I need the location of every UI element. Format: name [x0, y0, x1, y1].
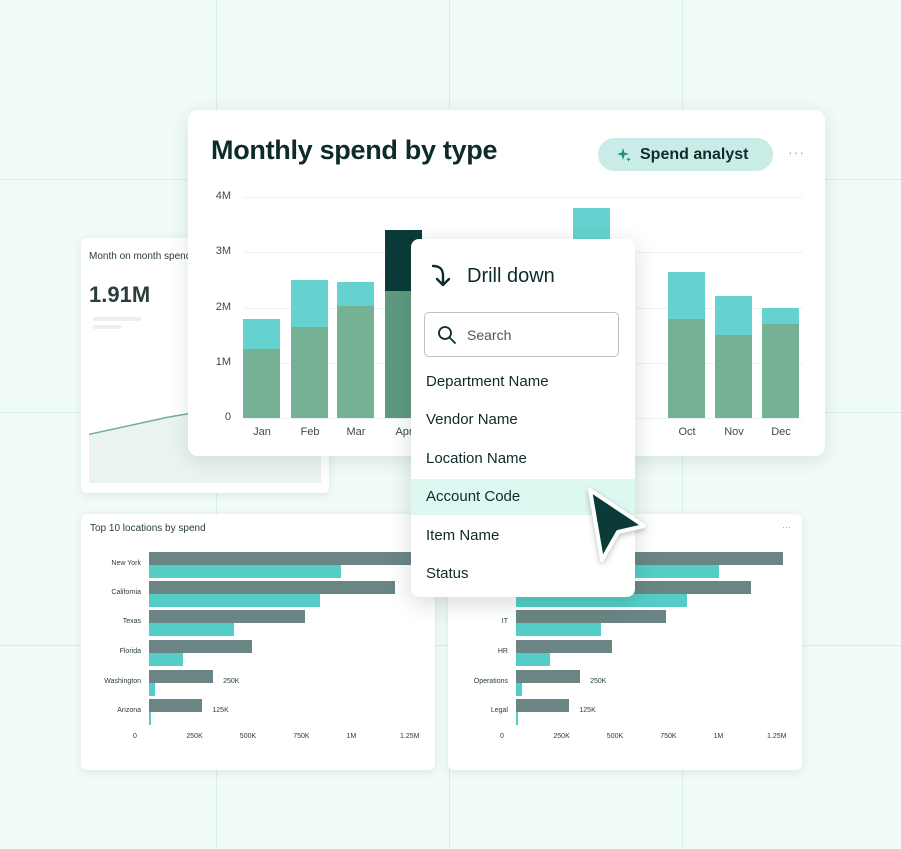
y-tick-label: 3M — [215, 245, 231, 258]
page-title: Monthly spend by type — [211, 135, 498, 165]
bar-series-2 — [516, 683, 523, 696]
bar-series-2 — [149, 565, 342, 578]
bar-series-1 — [149, 699, 203, 712]
x-tick-label: Oct — [678, 426, 696, 438]
x-tick-label: 0 — [133, 733, 137, 740]
bar-series-1 — [149, 581, 395, 594]
search-field[interactable] — [424, 312, 619, 357]
drill-down-title: Drill down — [467, 264, 555, 287]
x-tick-label: 500K — [239, 733, 257, 740]
skeleton-line — [93, 317, 141, 321]
x-tick-label: 1M — [346, 733, 357, 740]
category-label: HR — [497, 648, 508, 655]
mom-metric: 1.91M — [89, 282, 151, 307]
mom-card-title: Month on month spend — [89, 251, 192, 262]
bar-segment — [715, 335, 752, 418]
bar-series-2 — [149, 683, 156, 696]
category-label: Operations — [473, 678, 508, 685]
x-tick-label: 1.25M — [767, 733, 787, 740]
bar-series-2 — [149, 653, 184, 666]
bar-segment — [243, 348, 280, 418]
y-tick-label: 4M — [215, 190, 231, 202]
category-label: IT — [501, 618, 508, 625]
bar-series-1 — [516, 640, 613, 653]
spend-analyst-button[interactable]: Spend analyst — [598, 138, 773, 171]
spend-analyst-label: Spend analyst — [640, 145, 749, 163]
x-tick-label: 1M — [713, 733, 724, 740]
bar-series-1 — [149, 640, 252, 653]
bar-series-1 — [516, 610, 666, 623]
bar-series-2 — [149, 623, 235, 636]
bar-segment — [668, 271, 705, 319]
x-tick-label: Feb — [300, 426, 320, 438]
x-tick-label: 250K — [186, 733, 203, 740]
drill-option-item-name[interactable]: Item Name — [426, 526, 500, 544]
category-label: California — [111, 589, 141, 596]
bar-series-2 — [516, 594, 687, 607]
more-icon[interactable]: ··· — [782, 522, 791, 532]
skeleton-line — [93, 325, 121, 329]
bar-series-1 — [149, 610, 305, 623]
bar-series-2 — [516, 623, 602, 636]
arrow-down-turn-icon — [431, 264, 451, 287]
x-tick-label: 750K — [293, 733, 310, 740]
y-tick-label: 2M — [215, 300, 231, 313]
drill-option-location-name[interactable]: Location Name — [426, 449, 527, 467]
category-label: New York — [111, 560, 141, 567]
bar-series-1 — [516, 670, 581, 683]
locations-card-title: Top 10 locations by spend — [90, 523, 206, 534]
bar-series-2 — [516, 712, 519, 725]
gridline — [243, 197, 803, 198]
bar-value-label: 125K — [579, 707, 596, 714]
bar-series-2 — [149, 712, 152, 725]
bar-segment — [337, 306, 374, 418]
bar-series-1 — [149, 670, 214, 683]
more-icon[interactable]: ··· — [788, 144, 805, 160]
search-icon — [438, 325, 456, 344]
drill-option-department-name[interactable]: Department Name — [426, 372, 549, 390]
x-tick-label: 0 — [500, 733, 504, 740]
cursor-pointer-icon — [588, 488, 646, 562]
x-tick-label: Mar — [346, 426, 366, 438]
bar-value-label: 250K — [590, 678, 607, 685]
bar-segment — [291, 326, 328, 418]
category-label: Texas — [122, 618, 141, 625]
x-tick-label: 750K — [660, 733, 677, 740]
drill-down-menu: Drill down Department Name Vendor Name Loc… — [411, 239, 635, 597]
category-label: Arizona — [117, 707, 141, 714]
x-tick-label: Dec — [771, 426, 791, 438]
category-label: Legal — [490, 707, 508, 714]
search-input[interactable] — [465, 325, 609, 344]
bar-segment — [715, 296, 752, 336]
drill-down-header: Drill down — [431, 263, 555, 289]
locations-card: Top 10 locations by spend New York Califo… — [81, 514, 435, 770]
bar-segment — [337, 281, 374, 307]
x-tick-label: 250K — [553, 733, 570, 740]
x-tick-label: 500K — [606, 733, 624, 740]
bar-series-2 — [516, 653, 551, 666]
x-tick-label: Nov — [724, 426, 744, 438]
x-tick-label: 1.25M — [400, 733, 420, 740]
bar-series-1 — [516, 699, 570, 712]
bar-series-1 — [149, 552, 416, 565]
x-tick-label: Apr — [395, 426, 413, 438]
bar-value-label: 125K — [212, 707, 229, 714]
category-label: Washington — [104, 678, 141, 685]
sparkle-icon — [617, 147, 631, 162]
bar-segment — [243, 318, 280, 349]
drill-option-status[interactable]: Status — [426, 565, 469, 582]
y-tick-label: 0 — [224, 411, 231, 423]
category-label: Florida — [119, 648, 141, 655]
bar-series-2 — [149, 594, 320, 607]
bar-segment — [668, 318, 705, 418]
bar-value-label: 250K — [223, 678, 240, 685]
bar-segment — [762, 307, 799, 325]
drill-option-vendor-name[interactable]: Vendor Name — [426, 411, 518, 428]
x-tick-label: Jan — [253, 426, 271, 438]
bar-segment — [291, 279, 328, 327]
bar-segment — [762, 324, 799, 418]
y-tick-label: 1M — [215, 355, 231, 368]
